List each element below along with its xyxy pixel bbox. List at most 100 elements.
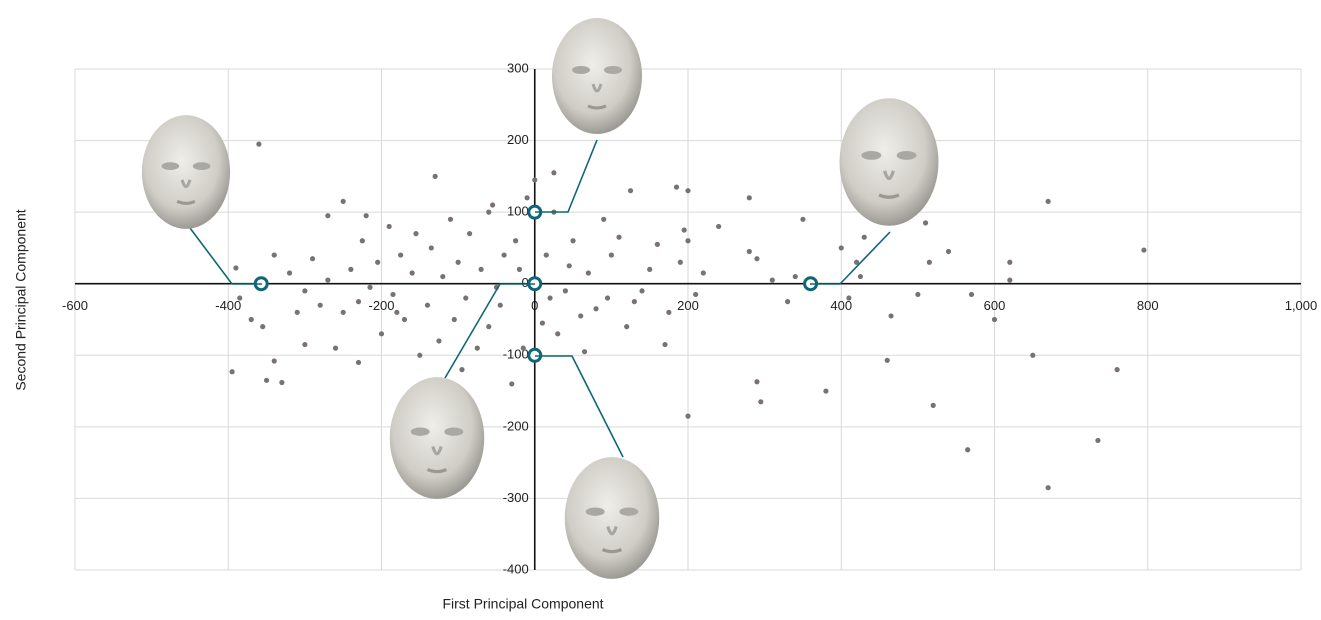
y-tick-label: 200 <box>507 132 529 147</box>
data-point <box>624 324 630 330</box>
x-tick-label: -400 <box>215 298 241 313</box>
y-tick-label: 300 <box>507 60 529 75</box>
data-point <box>1141 247 1147 253</box>
data-point <box>926 259 932 265</box>
data-point <box>585 270 591 276</box>
data-point <box>991 316 998 323</box>
data-point <box>398 252 404 258</box>
data-point <box>490 202 496 208</box>
data-point <box>355 359 362 366</box>
data-point <box>965 447 971 453</box>
data-point <box>440 273 446 280</box>
data-point <box>390 291 396 298</box>
data-point <box>800 216 806 222</box>
data-point <box>359 238 365 244</box>
data-point <box>746 248 752 255</box>
data-point <box>654 241 660 247</box>
data-point <box>455 259 461 265</box>
x-tick-label: 800 <box>1137 298 1159 313</box>
data-point <box>700 270 706 276</box>
data-point <box>601 216 607 222</box>
data-point <box>769 277 775 283</box>
data-point <box>325 277 331 283</box>
data-point <box>467 231 473 237</box>
data-point <box>693 291 699 298</box>
data-point <box>543 252 549 258</box>
y-tick-label: 100 <box>507 204 529 219</box>
data-point <box>754 256 760 262</box>
data-point <box>884 357 890 363</box>
data-point <box>256 141 262 147</box>
data-point <box>451 316 457 323</box>
data-point <box>428 245 434 251</box>
x-tick-label: -600 <box>62 298 88 313</box>
data-point <box>424 302 431 308</box>
data-point <box>547 295 553 301</box>
data-point <box>340 198 346 205</box>
data-point <box>417 352 423 358</box>
data-point <box>685 413 691 419</box>
data-point <box>647 266 653 272</box>
data-point <box>486 324 492 330</box>
data-point <box>263 377 270 383</box>
data-point <box>968 291 975 298</box>
data-point <box>627 188 634 194</box>
data-point <box>474 345 480 351</box>
data-point <box>367 284 373 290</box>
data-point <box>593 306 599 312</box>
x-tick-label: -200 <box>368 298 394 313</box>
data-point <box>436 338 442 344</box>
data-point <box>1045 198 1051 205</box>
data-point <box>754 379 760 385</box>
data-point <box>348 266 354 272</box>
data-point <box>237 295 243 301</box>
data-point <box>604 295 611 301</box>
data-point <box>233 265 239 271</box>
data-point <box>888 313 894 319</box>
x-tick-label: 1,000 <box>1285 298 1318 313</box>
data-point <box>922 220 929 226</box>
data-point <box>317 302 323 308</box>
data-point <box>581 349 588 355</box>
data-point <box>838 245 844 251</box>
data-point <box>286 270 293 276</box>
data-point <box>685 238 691 244</box>
data-point <box>378 331 385 337</box>
y-tick-label: 0 <box>522 275 529 290</box>
data-point <box>386 223 392 230</box>
data-point <box>340 309 346 315</box>
data-point <box>279 379 285 386</box>
data-point <box>478 266 484 272</box>
x-tick-label: 400 <box>830 298 852 313</box>
data-point <box>716 223 722 230</box>
data-point <box>570 238 576 244</box>
data-point <box>1007 277 1013 283</box>
face-images <box>140 16 941 581</box>
data-point <box>501 252 507 258</box>
data-point <box>394 309 400 315</box>
data-point <box>497 302 503 308</box>
data-point <box>271 358 277 364</box>
data-point <box>853 259 860 265</box>
data-point <box>401 316 408 323</box>
data-point <box>375 259 381 265</box>
data-point <box>555 331 561 337</box>
connectors <box>189 139 891 458</box>
data-point <box>260 324 266 330</box>
data-point <box>532 177 538 183</box>
data-point <box>857 273 864 280</box>
y-axis-title: Second Principal Component <box>13 209 29 390</box>
data-point <box>486 209 492 215</box>
data-point <box>1114 367 1120 373</box>
data-point <box>578 313 584 319</box>
data-point <box>930 402 936 408</box>
data-point <box>248 316 254 323</box>
data-point <box>639 288 645 294</box>
data-point <box>524 195 530 201</box>
data-point <box>355 299 362 305</box>
y-tick-label: -300 <box>503 490 529 505</box>
data-point <box>512 238 519 244</box>
data-point <box>746 195 752 201</box>
data-point <box>631 299 637 305</box>
data-point <box>662 341 668 348</box>
